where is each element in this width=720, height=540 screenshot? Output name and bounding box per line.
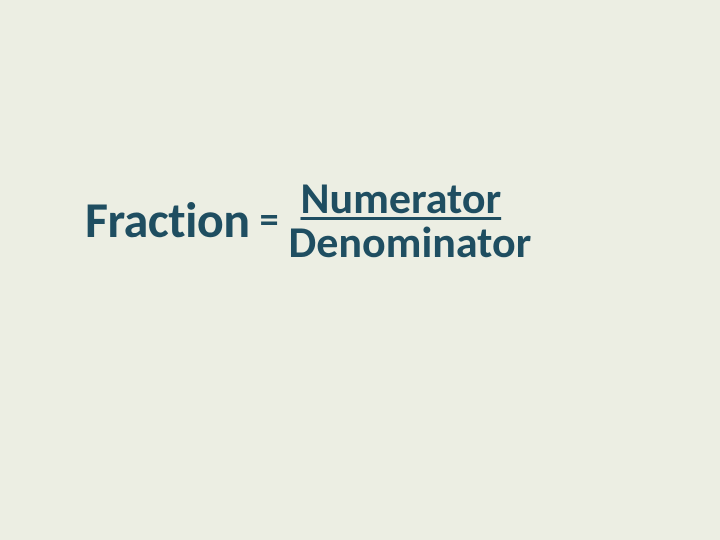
fraction-label: Fraction xyxy=(85,190,250,251)
fraction-stack: Numerator Denominator xyxy=(289,175,532,265)
fraction-formula: Fraction = Numerator Denominator xyxy=(85,175,531,265)
denominator-text: Denominator xyxy=(289,219,532,265)
equals-sign: = xyxy=(260,197,279,243)
